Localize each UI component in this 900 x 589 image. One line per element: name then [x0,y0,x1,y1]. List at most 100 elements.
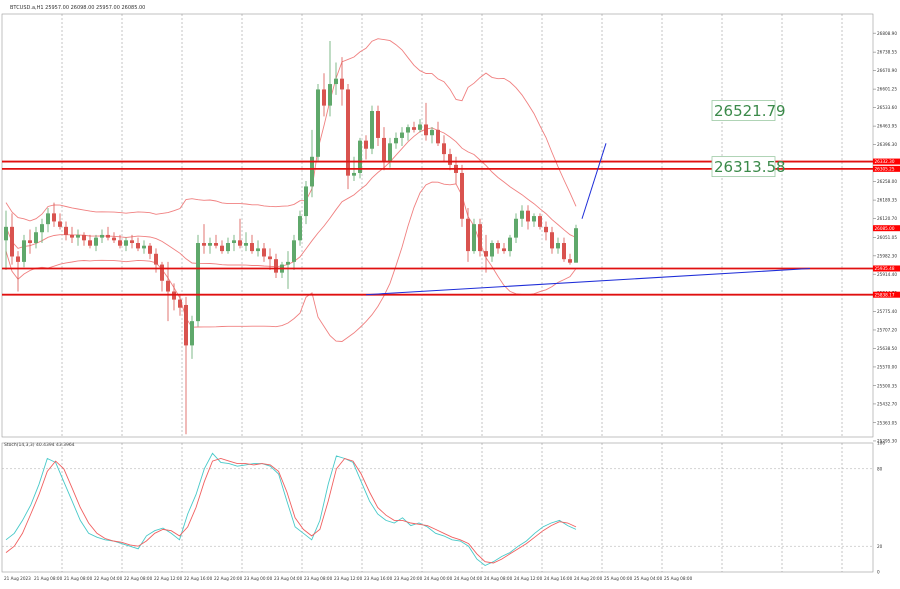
stochastic-panel: 100 80 20 0 [2,441,885,575]
price-labels: 26332.30 26305.25 26085.00 25935.48 25838.17 [873,158,900,298]
price-tick-label: 26601.25 [877,87,897,92]
candle-body [268,256,272,260]
candle-body [118,240,122,246]
price-axis: 26808.90 26738.55 26670.90 26601.25 26533.60… [873,31,897,444]
candle-body [214,243,218,246]
candle-body [430,129,434,136]
candle-body [112,237,116,241]
candle-body [514,218,518,238]
candle-body [88,240,92,246]
candle-body [220,245,224,252]
stochastic-tick-label: 80 [877,466,883,471]
price-label-text: 26305.25 [875,166,895,171]
time-tick-label: 23 Aug 08:00 [304,576,333,581]
time-tick-label: 23 Aug 00:00 [244,576,273,581]
stochastic-header: Stoch(14,3,3) 40.4394 43.3964 [4,442,75,448]
candle-body [208,243,212,246]
time-tick-label: 21 Aug 08:00 [64,576,93,581]
time-tick-label: 23 Aug 12:00 [334,576,363,581]
candle-body [550,232,554,249]
price-label-box [873,265,900,272]
candle-body [544,226,548,233]
time-tick-label: 22 Aug 08:00 [124,576,153,581]
price-tick-label: 26189.35 [877,198,897,203]
candle-body [64,226,68,235]
candle-body [442,143,446,155]
candle-body [382,137,386,163]
candle-body [82,234,86,241]
candle-body [70,234,74,238]
candle-body [568,259,572,263]
support-trendline [365,267,811,296]
candle-body [340,78,344,90]
target-label-text: 26313.58 [714,158,786,176]
candle-body [10,226,14,257]
candle-body [34,232,38,244]
time-tick-label: 24 Aug 16:00 [544,576,573,581]
candle-body [142,245,146,249]
stochastic-tick-label: 20 [877,544,883,549]
time-tick-label: 25 Aug 00:00 [604,576,633,581]
price-label-text: 25838.17 [875,292,895,297]
candle-body [148,245,152,254]
candlestick-series [4,40,578,435]
time-tick-label: 24 Aug 00:00 [424,576,453,581]
stochastic-panel-frame [1,442,874,573]
candle-body [46,213,50,225]
candle-body [298,216,302,241]
price-tick-label: 25570.00 [877,365,897,370]
candle-body [316,89,320,157]
candle-body [226,243,230,252]
candle-body [472,224,476,252]
candle-body [562,243,566,260]
candle-body [196,243,200,322]
candle-body [466,218,470,252]
price-label-text: 25935.48 [875,266,895,271]
price-label-box [873,165,900,172]
price-tick-label: 26120.70 [877,216,897,221]
target-labels: 26521.79 26313.58 [711,100,786,178]
price-tick-label: 26258.00 [877,179,897,184]
candle-body [22,240,26,262]
price-tick-label: 26738.55 [877,50,897,55]
candle-body [76,234,80,238]
price-tick-label: 25432.70 [877,402,897,407]
target-label-text: 26521.79 [714,102,786,120]
price-label-text: 26085.00 [875,226,895,231]
candle-body [484,251,488,257]
target-label-box [711,100,776,121]
time-tick-label: 22 Aug 04:00 [94,576,123,581]
trend-lines [365,143,811,296]
time-tick-label: 21 Aug 2023 [4,576,31,581]
candle-body [496,243,500,249]
price-tick-label: 26463.95 [877,124,897,129]
price-tick-label: 25982.30 [877,253,897,258]
time-tick-label: 22 Aug 12:00 [154,576,183,581]
candle-body [232,240,236,244]
candle-body [184,304,188,346]
candle-body [94,237,98,246]
time-tick-label: 25 Aug 04:00 [634,576,663,581]
grid-lines [1,13,874,573]
candle-body [460,172,464,219]
candle-body [4,226,8,241]
candle-body [262,248,266,257]
candle-body [124,240,128,246]
candle-body [52,213,56,222]
candle-body [388,143,392,163]
candle-body [436,129,440,144]
candle-body [502,248,506,252]
candle-body [376,110,380,138]
candle-body [448,154,452,165]
candle-body [154,253,158,265]
time-tick-label: 24 Aug 04:00 [454,576,483,581]
price-tick-label: 25638.50 [877,346,897,351]
bollinger-bands [5,38,577,342]
time-tick-label: 23 Aug 16:00 [364,576,393,581]
symbol-info-header: BTCUSD.a,H1 25957.00 26098.00 25957.00 2… [10,5,145,11]
candle-body [394,137,398,144]
price-label-box [873,291,900,298]
candle-body [238,240,242,246]
